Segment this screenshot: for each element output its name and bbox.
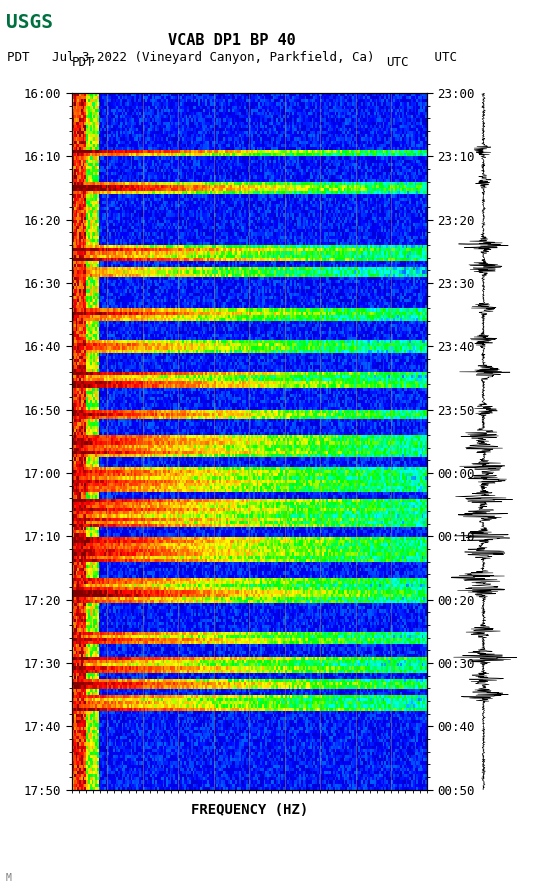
Text: PDT   Jul 3,2022 (Vineyard Canyon, Parkfield, Ca)        UTC: PDT Jul 3,2022 (Vineyard Canyon, Parkfie… (7, 52, 457, 64)
Text: M: M (6, 873, 12, 883)
X-axis label: FREQUENCY (HZ): FREQUENCY (HZ) (190, 803, 308, 817)
Text: USGS: USGS (6, 13, 52, 32)
Text: UTC: UTC (386, 56, 409, 69)
Text: VCAB DP1 BP 40: VCAB DP1 BP 40 (168, 33, 296, 47)
Text: PDT: PDT (72, 56, 94, 69)
